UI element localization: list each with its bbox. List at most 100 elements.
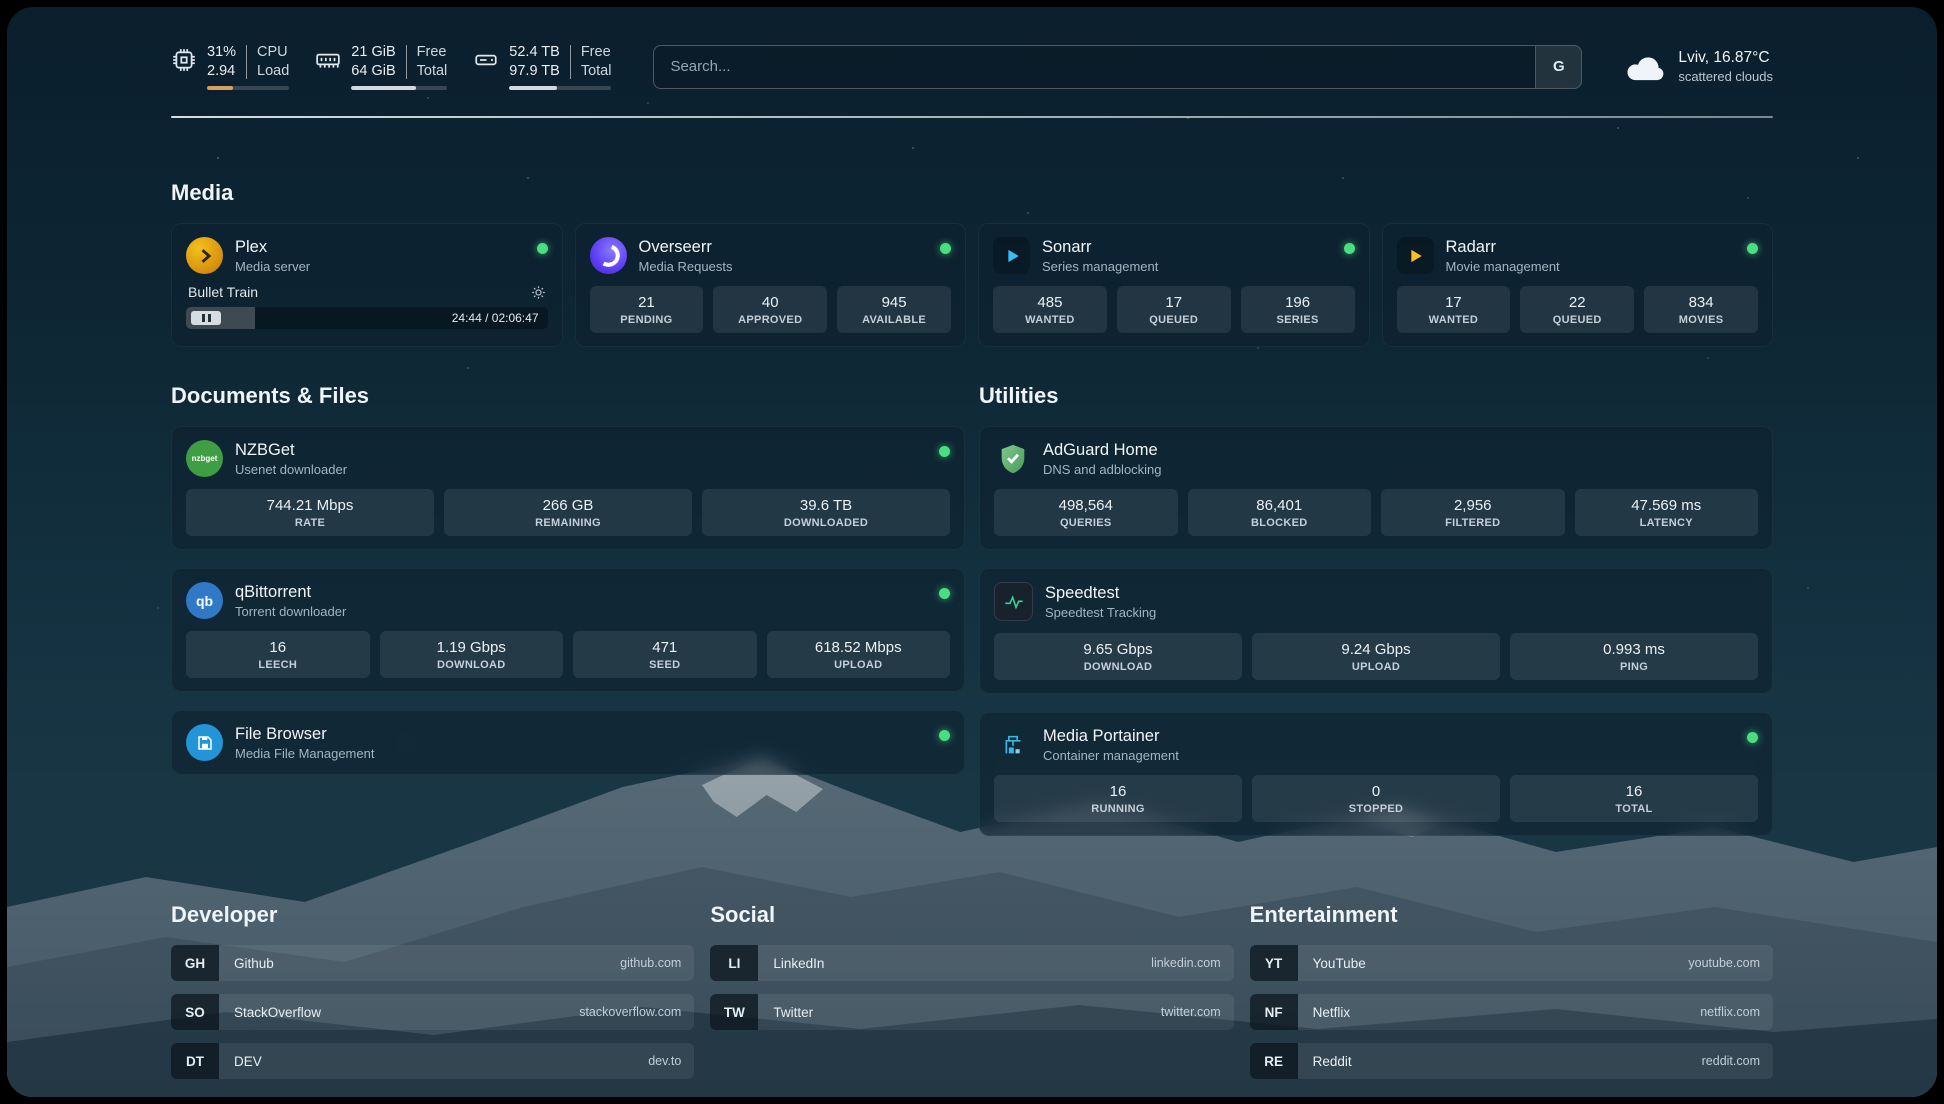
bookmark-name: YouTube — [1312, 955, 1366, 971]
speedtest-card[interactable]: Speedtest Speedtest Tracking 9.65 Gbps D… — [979, 568, 1773, 695]
status-dot — [939, 588, 950, 600]
bookmark-url: stackoverflow.com — [579, 1005, 682, 1020]
weather-location: Lviv, 16.87°C — [1678, 49, 1770, 67]
plex-card[interactable]: Plex Media server Bullet Train — [171, 223, 563, 348]
qbittorrent-icon: qb — [186, 582, 223, 620]
service-name: Speedtest — [1045, 583, 1120, 602]
service-subtitle: Movie management — [1445, 258, 1560, 274]
stat-box: 16 TOTAL — [1510, 775, 1758, 823]
cloud-icon — [1627, 57, 1664, 80]
portainer-icon — [994, 726, 1031, 763]
cpu-widget: 31% 2.94 CPU Load — [171, 43, 290, 91]
bookmark-netflix[interactable]: NF Netflix netflix.com — [1249, 994, 1773, 1031]
social-section-title: Social — [710, 902, 776, 928]
bookmark-linkedin[interactable]: LI LinkedIn linkedin.com — [710, 945, 1234, 982]
plex-icon — [186, 237, 223, 275]
entertainment-section-title: Entertainment — [1249, 902, 1398, 928]
stat-box: 2,956 FILTERED — [1381, 489, 1565, 537]
service-subtitle: Container management — [1043, 747, 1179, 763]
stat-box: 485 WANTED — [993, 286, 1107, 334]
dashboard-screen: 31% 2.94 CPU Load — [7, 7, 1937, 1097]
cpu-label: CPU — [257, 44, 288, 60]
bookmark-url: dev.to — [648, 1054, 682, 1069]
widget-divider — [246, 45, 248, 80]
filebrowser-icon — [186, 724, 223, 762]
stat-box: 22 QUEUED — [1520, 286, 1635, 334]
status-dot — [1747, 732, 1758, 744]
bookmark-abbr: RE — [1249, 1043, 1298, 1080]
bookmark-youtube[interactable]: YT YouTube youtube.com — [1249, 945, 1773, 982]
bookmark-reddit[interactable]: RE Reddit reddit.com — [1249, 1043, 1773, 1080]
plex-progress-bar[interactable]: 24:44 / 02:06:47 — [186, 307, 548, 330]
service-name: File Browser — [235, 724, 327, 743]
documents-section: Documents & Files nzbget NZBGet Usenet d… — [171, 383, 965, 776]
qbittorrent-card[interactable]: qb qBittorrent Torrent downloader 16 — [171, 568, 965, 693]
bookmark-name: Reddit — [1312, 1053, 1352, 1069]
status-dot — [1747, 243, 1758, 255]
service-name: Overseerr — [638, 237, 712, 256]
memory-free-label: Free — [416, 44, 447, 60]
bookmark-abbr: NF — [1249, 994, 1298, 1031]
bookmark-name: Github — [234, 955, 274, 971]
speedtest-icon — [994, 582, 1033, 622]
search-input[interactable] — [654, 45, 1536, 88]
stat-box: 17 QUEUED — [1116, 286, 1231, 334]
cpu-usage-value: 31% — [207, 44, 237, 60]
status-dot — [939, 446, 950, 458]
search-provider-button[interactable]: G — [1535, 45, 1582, 88]
stat-box: 16 RUNNING — [994, 775, 1242, 823]
service-subtitle: Torrent downloader — [235, 603, 347, 619]
status-dot — [536, 243, 548, 255]
overseerr-card[interactable]: Overseerr Media Requests 21 PENDING 40 A… — [574, 223, 966, 348]
service-name: Radarr — [1445, 237, 1496, 256]
nzbget-card[interactable]: nzbget NZBGet Usenet downloader 744.21 M… — [171, 426, 965, 551]
weather-condition: scattered clouds — [1678, 69, 1773, 85]
bookmark-twitter[interactable]: TW Twitter twitter.com — [710, 994, 1234, 1031]
bookmark-abbr: DT — [171, 1043, 219, 1080]
overseerr-icon — [589, 237, 627, 275]
stat-box: 834 MOVIES — [1644, 286, 1758, 334]
bookmark-stackoverflow[interactable]: SO StackOverflow stackoverflow.com — [171, 994, 695, 1031]
service-name: Sonarr — [1042, 237, 1092, 256]
social-section: Social LI LinkedIn linkedin.com TW Twitt… — [710, 902, 1234, 1043]
bookmark-abbr: YT — [1249, 945, 1298, 982]
bookmark-name: Twitter — [773, 1004, 814, 1020]
stat-box: 196 SERIES — [1240, 286, 1355, 334]
playback-time: 24:44 / 02:06:47 — [451, 311, 539, 326]
bookmark-github[interactable]: GH Github github.com — [171, 945, 695, 982]
bookmark-name: DEV — [234, 1053, 262, 1069]
disk-free-label: Free — [580, 44, 611, 60]
top-bar: 31% 2.94 CPU Load — [171, 7, 1773, 91]
player-settings-icon[interactable] — [531, 285, 546, 300]
radarr-card[interactable]: Radarr Movie management 17 WANTED 22 QUE… — [1381, 223, 1773, 348]
disk-progress-bar — [509, 86, 612, 91]
service-subtitle: Usenet downloader — [235, 461, 348, 477]
bookmark-url: twitter.com — [1160, 1005, 1221, 1020]
sonarr-card[interactable]: Sonarr Series management 485 WANTED 17 Q… — [978, 223, 1370, 348]
service-name: AdGuard Home — [1043, 440, 1158, 459]
memory-widget: 21 GiB 64 GiB Free Total — [315, 43, 448, 91]
pause-button[interactable] — [191, 311, 221, 326]
utilities-section-title: Utilities — [979, 383, 1059, 409]
memory-progress-bar — [351, 86, 448, 91]
developer-section: Developer GH Github github.com SO StackO… — [171, 902, 695, 1092]
filebrowser-card[interactable]: File Browser Media File Management — [171, 710, 965, 776]
bookmark-dev[interactable]: DT DEV dev.to — [171, 1043, 695, 1080]
radarr-icon — [1396, 237, 1434, 275]
bookmark-name: StackOverflow — [234, 1004, 322, 1020]
status-dot — [1343, 243, 1355, 255]
stat-box: 9.65 Gbps DOWNLOAD — [994, 633, 1242, 681]
adguard-card[interactable]: AdGuard Home DNS and adblocking 498,564 … — [979, 426, 1773, 551]
widget-divider — [569, 45, 571, 80]
disk-icon — [475, 54, 497, 66]
bookmark-abbr: GH — [171, 945, 219, 982]
widget-divider — [405, 45, 407, 80]
media-section: Media Plex Media server — [171, 180, 1773, 348]
media-section-title: Media — [171, 180, 234, 206]
disk-total-label: Total — [580, 63, 612, 80]
stat-box: 471 SEED — [573, 631, 757, 679]
bookmark-abbr: TW — [710, 994, 759, 1031]
stat-box: 945 AVAILABLE — [837, 286, 951, 334]
service-subtitle: Media server — [235, 258, 311, 274]
portainer-card[interactable]: Media Portainer Container management 16 … — [979, 712, 1773, 837]
